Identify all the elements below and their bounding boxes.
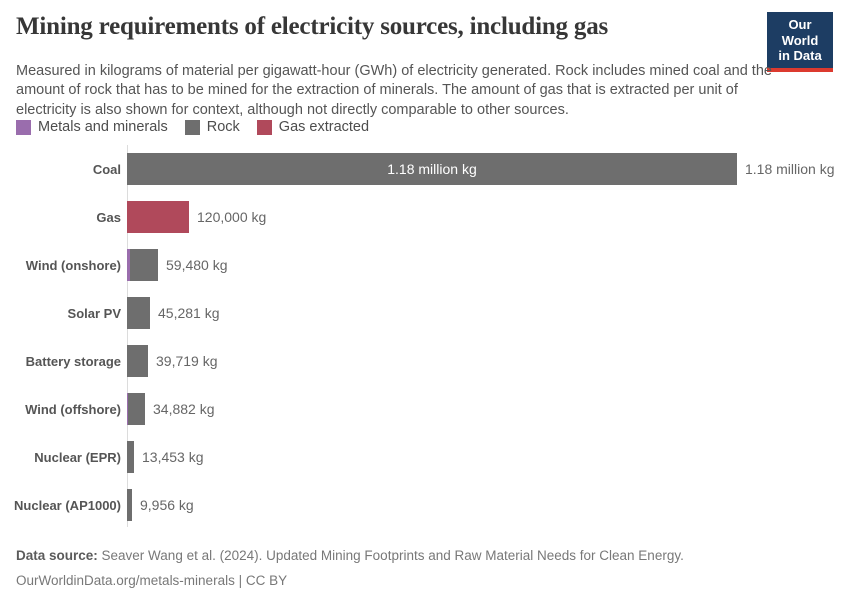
value-label: 13,453 kg xyxy=(142,449,204,465)
category-label: Gas xyxy=(96,209,121,225)
category-label: Wind (onshore) xyxy=(25,257,121,273)
value-label: 9,956 kg xyxy=(140,497,194,513)
bar-segment-metals-and-minerals[interactable] xyxy=(127,393,128,425)
owid-logo-line1: Our World xyxy=(781,17,819,48)
chart-row-battery-storage: Battery storage 39,719 kg xyxy=(0,337,850,385)
bar-gas xyxy=(127,201,189,233)
legend: Metals and minerals Rock Gas extracted xyxy=(16,119,369,135)
footer-url-line: OurWorldinData.org/metals-minerals | CC … xyxy=(16,572,288,588)
chart-subtitle: Measured in kilograms of material per gi… xyxy=(16,63,772,118)
bar-segment-metals-and-minerals[interactable] xyxy=(127,249,130,281)
chart-row-nuclear-ap1000: Nuclear (AP1000) 9,956 kg xyxy=(0,481,850,529)
bar-segment-rock[interactable] xyxy=(127,297,150,329)
bar-segment-rock[interactable] xyxy=(130,249,158,281)
chart-row-nuclear-epr: Nuclear (EPR) 13,453 kg xyxy=(0,433,850,481)
bar-segment-rock[interactable] xyxy=(127,345,148,377)
owid-logo-line2: in Data xyxy=(778,48,822,64)
bar-wind-offshore xyxy=(127,393,145,425)
value-label: 34,882 kg xyxy=(153,401,215,417)
category-label: Battery storage xyxy=(25,353,121,369)
bar-segment-rock[interactable] xyxy=(128,393,145,425)
legend-label: Rock xyxy=(206,119,240,135)
value-label: 1.18 million kg xyxy=(745,161,835,177)
value-label: 45,281 kg xyxy=(158,305,220,321)
legend-item-metals-and-minerals[interactable]: Metals and minerals xyxy=(16,119,168,135)
chart-row-coal: Coal 1.18 million kg 1.18 million kg xyxy=(0,145,850,193)
chart-footer: Data source: Seaver Wang et al. (2024). … xyxy=(16,544,684,594)
legend-label: Metals and minerals xyxy=(38,119,168,135)
chart-row-solar-pv: Solar PV 45,281 kg xyxy=(0,289,850,337)
legend-swatch-rock xyxy=(184,119,200,135)
bar-segment-gas-extracted[interactable] xyxy=(127,201,189,233)
category-label: Solar PV xyxy=(67,305,121,321)
bar-wind-onshore xyxy=(127,249,158,281)
data-source-line: Data source: Seaver Wang et al. (2024). … xyxy=(16,544,684,569)
category-label: Nuclear (AP1000) xyxy=(14,497,121,513)
legend-label: Gas extracted xyxy=(278,119,370,135)
bar-nuclear-ap1000 xyxy=(127,489,132,521)
chart-row-wind-offshore: Wind (offshore) 34,882 kg xyxy=(0,385,850,433)
y-axis-line xyxy=(127,145,128,527)
bar-segment-rock[interactable] xyxy=(127,153,737,185)
bar-battery-storage xyxy=(127,345,148,377)
legend-item-gas-extracted[interactable]: Gas extracted xyxy=(256,119,370,135)
bar-coal: 1.18 million kg xyxy=(127,153,737,185)
value-label: 39,719 kg xyxy=(156,353,218,369)
legend-item-rock[interactable]: Rock xyxy=(184,119,240,135)
data-source-text: Seaver Wang et al. (2024). Updated Minin… xyxy=(97,548,684,563)
page-title: Mining requirements of electricity sourc… xyxy=(16,13,609,40)
bar-segment-rock[interactable] xyxy=(127,489,132,521)
bar-solar-pv xyxy=(127,297,150,329)
owid-logo: Our World in Data xyxy=(767,12,833,72)
data-source-label: Data source: xyxy=(16,548,98,563)
value-label: 120,000 kg xyxy=(197,209,267,225)
category-label: Nuclear (EPR) xyxy=(34,449,121,465)
chart-row-gas: Gas 120,000 kg xyxy=(0,193,850,241)
category-label: Coal xyxy=(92,161,121,177)
bar-segment-rock[interactable] xyxy=(127,441,134,473)
bar-nuclear-epr xyxy=(127,441,134,473)
legend-swatch-gas-extracted xyxy=(256,119,272,135)
category-label: Wind (offshore) xyxy=(25,401,121,417)
bar-chart: Coal 1.18 million kg 1.18 million kg Gas 120… xyxy=(0,145,850,529)
chart-row-wind-onshore: Wind (onshore) 59,480 kg xyxy=(0,241,850,289)
legend-swatch-metals-and-minerals xyxy=(16,119,31,135)
value-label: 59,480 kg xyxy=(166,257,228,273)
